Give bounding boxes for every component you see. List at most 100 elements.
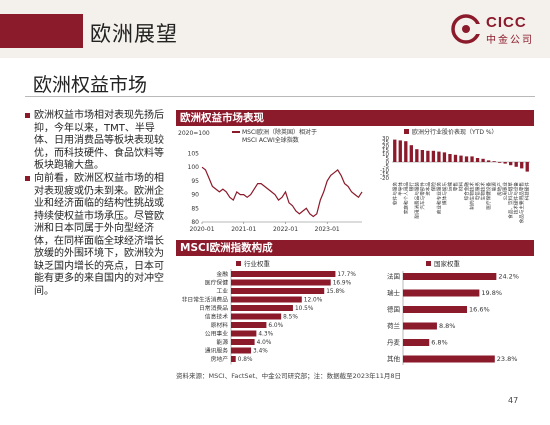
sector-y-tick-label: 0 [386,160,390,166]
sector-category-label: 食品、饮料与烟草 [507,182,514,219]
sector-bar [420,150,425,162]
sector-bar [437,151,441,162]
industry-weight-bar-chart: 行业权重 金融 17.7% 医疗保健 16.9% 工业 15.8% 非日常生活消费品 12.0… [182,259,356,365]
header-accent-bar [0,14,83,48]
performance-panel-title: 欧洲权益市场表现 [176,110,534,126]
bullet-point-2: 向前看，欧洲区权益市场的相对表现疲或仍未到来。欧洲企业和经济面临的结构性挑战或持… [25,173,168,298]
source-note: 资料来源：MSCI、FactSet、中金公司研究部；注：数据截至2023年11月… [176,372,402,380]
sector-bar [442,152,447,162]
country-category-label: 德国 [387,305,400,314]
country-category-label: 丹麦 [387,338,401,347]
industry-bar [231,330,257,337]
bullet-text-1: 欧洲权益市场相对表现先扬后抑，今年以来，TMT、半导体、日用消费品等板块表现较优… [34,110,164,171]
sector-bar [431,150,436,162]
sector-category-label: 耐用消费品与服装 [413,182,420,219]
country-weight-bar-chart: 国家权重 法国 24.2% 瑞士 19.8% 德国 16.6% 荷兰 8.8% 丹麦 6.8% 其他… [387,259,519,365]
sector-category-label: 资本品 [424,182,431,196]
industry-value-label: 12.0% [304,298,323,304]
cicc-logo-icon [451,14,481,44]
industry-legend-label: 行业权重 [244,259,271,268]
sector-y-tick-label: 30 [382,136,389,142]
industry-category-label: 通讯服务 [205,347,228,355]
line-y-tick-label: 100 [188,164,200,171]
sector-bar [393,139,397,162]
sector-category-label: 媒体与娱乐 [441,182,448,205]
sector-category-label: 科技硬件 [524,182,531,201]
industry-bar [231,322,267,328]
line-y-tick-label: 105 [188,150,200,157]
country-legend-label: 国家权重 [434,259,461,268]
sector-bar [514,162,518,167]
sector-category-label: 商业和专业服务 [435,182,442,215]
industry-bar [231,288,325,294]
industry-value-label: 3.4% [253,349,268,355]
country-bar [403,322,437,330]
sector-y-tick-label: -15 [380,172,389,178]
sector-bar [470,156,474,162]
sector-bar [415,149,419,162]
country-value-label: 16.6% [469,306,490,314]
sector-category-label: 银行 [408,182,415,192]
sector-bar [464,156,469,162]
sector-category-label: 电信服务 [474,182,481,201]
industry-bar [231,356,236,362]
sector-category-label: 汽车与零部件 [419,182,426,210]
sector-bar [486,160,491,162]
sector-y-tick-label: 20 [382,144,389,150]
msci-panel-title: MSCI欧洲指数构成 [176,240,534,256]
country-bar [403,355,495,363]
industry-value-label: 0.8% [238,357,253,363]
industry-category-label: 信息技术 [205,313,228,321]
line-y-tick-label: 90 [191,192,199,199]
line-chart-ylabel: 2020=100 [178,130,210,137]
line-legend-swatch [232,131,240,133]
sector-category-label: 生物技术 [480,182,487,201]
line-y-tick-label: 85 [191,205,199,212]
sector-legend-swatch [404,129,409,134]
logo-subtext: 中金公司 [486,35,534,46]
sector-category-label: 食品与主要用品零售 [518,182,525,224]
sector-category-label: 综合金融 [463,182,470,201]
sector-y-tick-label: 25 [382,140,389,146]
country-category-label: 法国 [387,272,400,281]
line-x-tick-label: 2020-01 [189,226,214,233]
industry-bar [231,305,293,311]
section-subtitle: 欧洲权益市场 [33,74,148,96]
sector-ytd-bar-chart: 欧洲分行业股价表现（YTD %） -20-15-10-5051015202530… [380,128,531,224]
industry-value-label: 8.5% [283,315,298,321]
industry-category-label: 非日常生活消费品 [182,296,229,304]
industry-legend-swatch [236,261,241,266]
line-x-tick-label: 2023-01 [315,226,340,233]
sector-bar [459,155,463,162]
industry-category-label: 能源 [216,338,228,346]
sector-y-tick-label: -10 [380,168,389,174]
sector-bar [497,162,502,163]
bullet-square-icon [25,113,30,118]
sector-bar [475,158,480,162]
industry-bar [231,296,302,303]
logo-text: CICC [486,14,527,31]
bullet-text-2: 向前看，欧洲区权益市场的相对表现疲或仍未到来。欧洲企业和经济面临的结构性挑战或持… [34,173,164,297]
sector-legend-label: 欧洲分行业股价表现（YTD %） [412,128,498,136]
line-x-tick-label: 2021-01 [231,226,256,233]
line-series [201,166,363,218]
sector-bar [492,161,496,162]
industry-bar [231,271,336,277]
sector-bar [509,162,513,166]
country-bar [403,289,480,297]
industry-value-label: 17.7% [337,272,356,278]
industry-category-label: 日常消费品 [199,304,228,312]
sector-bar [503,162,507,164]
sector-category-label: 材料 [458,182,465,192]
bullet-square-icon [25,176,30,181]
sector-bar [525,162,529,172]
relative-performance-line-chart: 2020=100 MSCI欧洲（除英国）相对于 MSCI ACWI全球指数 80… [178,128,363,233]
industry-value-label: 15.8% [326,289,345,295]
country-value-label: 6.8% [431,339,448,347]
sector-bar [409,145,413,162]
country-value-label: 23.8% [497,355,518,363]
industry-category-label: 医疗保健 [205,279,228,287]
country-category-label: 其他 [387,354,401,363]
sector-category-label: 房地产 [496,182,503,196]
sector-category-label: 保险 [430,182,437,192]
